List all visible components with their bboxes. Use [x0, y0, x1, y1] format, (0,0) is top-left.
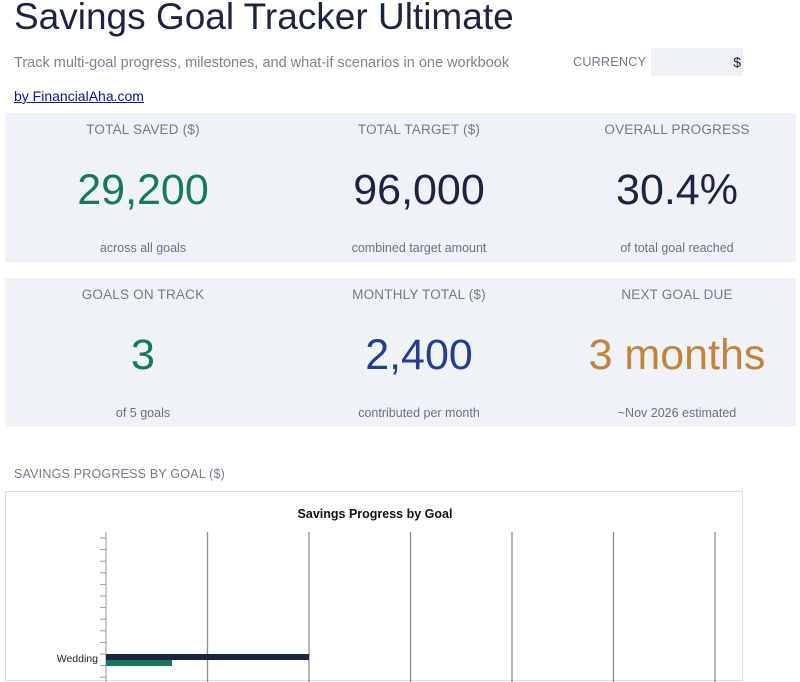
bar [106, 660, 172, 666]
kpi-overall-progress: OVERALL PROGRESS 30.4% of total goal rea… [545, 113, 800, 262]
kpi-subtext: of total goal reached [620, 241, 734, 255]
kpi-label: NEXT GOAL DUE [621, 287, 733, 302]
kpi-subtext: contributed per month [358, 406, 480, 420]
kpi-subtext: of 5 goals [115, 406, 171, 420]
chart-canvas: Savings Progress by Goal Wedding [57, 507, 716, 682]
kpi-value: 96,000 [353, 166, 485, 214]
kpi-value: 3 months [588, 331, 766, 379]
kpi-value: 3 [131, 331, 155, 379]
currency-label: CURRENCY [573, 55, 647, 69]
kpi-goals-on-track: GOALS ON TRACK 3 of 5 goals [11, 278, 275, 427]
kpi-band-status: GOALS ON TRACK 3 of 5 goals MONTHLY TOTA… [5, 278, 796, 427]
kpi-monthly-total: MONTHLY TOTAL ($) 2,400 contributed per … [287, 278, 551, 427]
chart-title: Savings Progress by Goal [298, 507, 453, 521]
kpi-label: OVERALL PROGRESS [604, 122, 750, 137]
currency-input[interactable]: $ [651, 48, 743, 76]
kpi-value: 2,400 [365, 331, 473, 379]
kpi-next-goal-due: NEXT GOAL DUE 3 months ~Nov 2026 estimat… [545, 278, 800, 427]
page-subtitle: Track multi-goal progress, milestones, a… [14, 55, 510, 71]
kpi-band-summary: TOTAL SAVED ($) 29,200 across all goals … [5, 113, 796, 262]
kpi-value: 29,200 [77, 166, 209, 214]
kpi-subtext: ~Nov 2026 estimated [617, 406, 737, 420]
kpi-subtext: across all goals [99, 241, 187, 255]
chart-section-heading: SAVINGS PROGRESS BY GOAL ($) [14, 467, 225, 481]
category-label: Wedding [57, 653, 98, 665]
kpi-label: MONTHLY TOTAL ($) [352, 287, 486, 302]
author-link[interactable]: by FinancialAha.com [14, 88, 144, 104]
kpi-total-target: TOTAL TARGET ($) 96,000 combined target … [287, 113, 551, 262]
kpi-label: TOTAL SAVED ($) [86, 122, 200, 137]
bar [106, 654, 309, 660]
kpi-value: 30.4% [616, 166, 738, 214]
page-title: Savings Goal Tracker Ultimate [14, 0, 514, 37]
kpi-label: TOTAL TARGET ($) [357, 122, 481, 137]
kpi-total-saved: TOTAL SAVED ($) 29,200 across all goals [11, 113, 275, 262]
kpi-subtext: combined target amount [351, 241, 487, 255]
kpi-label: GOALS ON TRACK [81, 287, 205, 302]
savings-progress-chart[interactable]: Savings Progress by Goal Wedding [5, 491, 743, 682]
